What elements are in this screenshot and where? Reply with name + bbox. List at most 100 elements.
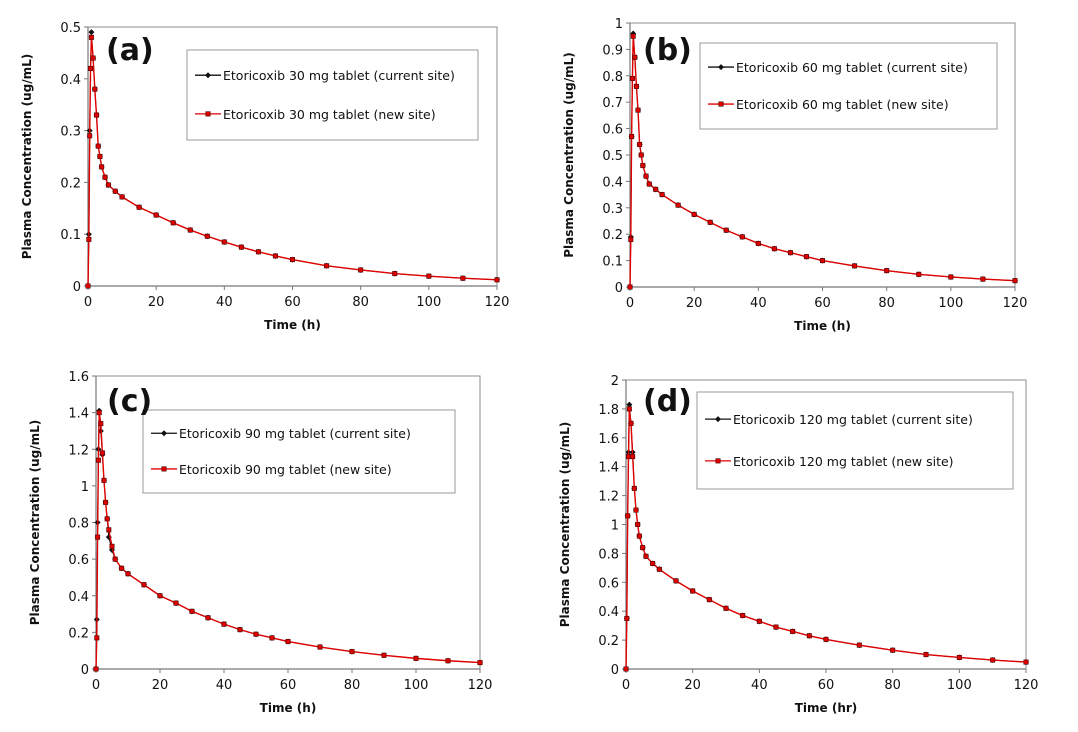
data-point (204, 233, 210, 239)
data-point (221, 239, 227, 245)
legend-marker (715, 416, 721, 423)
data-point (269, 635, 275, 641)
data-point (237, 627, 243, 633)
data-point (136, 204, 142, 210)
y-tick-label: 1.6 (598, 432, 619, 447)
legend: Etoricoxib 90 mg tablet (current site) Et… (142, 409, 456, 494)
legend-marker (718, 64, 724, 71)
data-point (633, 507, 639, 513)
y-tick-label: 0.3 (60, 125, 81, 140)
x-tick-label: 100 (938, 296, 963, 311)
y-axis-title: Plasma Concentration (ug/mL) (20, 54, 34, 260)
x-axis-title: Time (h) (794, 319, 851, 333)
data-point (852, 263, 858, 269)
y-tick-label: 0 (615, 281, 623, 296)
panel-label: (b) (643, 33, 692, 68)
y-tick-label: 0.5 (60, 21, 81, 36)
data-point (324, 263, 330, 269)
data-point (626, 401, 633, 408)
data-point (635, 107, 641, 113)
data-point (85, 283, 91, 289)
x-tick-label: 120 (1014, 678, 1039, 693)
data-point (87, 133, 93, 139)
data-point (653, 186, 659, 192)
legend-box (699, 42, 998, 130)
data-point (105, 182, 111, 188)
data-point (624, 615, 630, 621)
x-tick-label: 80 (878, 296, 895, 311)
data-point (426, 273, 432, 279)
legend: Etoricoxib 30 mg tablet (current site) Et… (186, 49, 479, 141)
data-point (691, 211, 697, 217)
data-point (638, 152, 644, 158)
data-point (630, 33, 636, 39)
data-point (157, 593, 163, 599)
chart-panel-c: 0 0.2 0.4 0.6 0.8 1 1.2 1.4 1.6 0 20 40 60 80 100 120 Ti… (28, 370, 492, 715)
series-new-site (627, 33, 1018, 290)
legend-marker (718, 101, 724, 107)
data-point (253, 631, 259, 637)
legend: Etoricoxib 60 mg tablet (current site) Et… (699, 42, 998, 130)
chart-panel-a: 0 0.1 0.2 0.3 0.4 0.5 0 20 40 60 80 100 120 Time (h) P… (20, 21, 509, 332)
data-point (740, 613, 746, 619)
data-point (101, 477, 107, 483)
data-point (205, 615, 211, 621)
x-tick-label: 60 (814, 296, 831, 311)
x-tick-label: 40 (216, 295, 233, 310)
data-point (739, 234, 745, 240)
y-tick-label: 0.5 (602, 149, 623, 164)
y-tick-label: 0.1 (602, 255, 623, 270)
chart-panel-d: 00.20.40.60.811.21.41.61.820 20 40 60 80 100 1… (558, 374, 1038, 715)
legend-label: Etoricoxib 30 mg tablet (current site) (223, 68, 455, 83)
data-point (413, 655, 419, 661)
data-point (650, 561, 656, 567)
data-point (884, 268, 890, 274)
y-tick-label: 0.6 (598, 576, 619, 591)
x-tick-label: 0 (622, 678, 630, 693)
y-tick-label: 0.4 (68, 590, 89, 605)
y-tick-label: 0.9 (602, 43, 623, 58)
series-new-site (93, 410, 483, 672)
chart-panel-b: 0 0.1 0.2 0.3 0.4 0.5 0.6 0.7 0.8 0.9 1 0 20 40 60 80 10… (562, 17, 1027, 333)
data-point (643, 553, 649, 559)
y-tick-label: 1 (615, 17, 623, 32)
data-point (96, 410, 102, 416)
x-tick-label: 20 (684, 678, 701, 693)
data-point (956, 654, 962, 660)
data-point (803, 254, 809, 260)
data-point (445, 658, 451, 664)
data-point (97, 154, 103, 160)
data-point (99, 450, 105, 456)
legend-box (696, 391, 1014, 490)
data-point (93, 666, 99, 672)
legend-marker (205, 111, 211, 117)
x-tick-label: 120 (485, 295, 510, 310)
data-point (272, 253, 278, 259)
data-point (285, 639, 291, 645)
data-point (95, 143, 101, 149)
data-point (723, 227, 729, 233)
y-tick-label: 0.2 (602, 228, 623, 243)
data-point (104, 516, 110, 522)
x-tick-label: 60 (818, 678, 835, 693)
legend-label: Etoricoxib 60 mg tablet (new site) (736, 97, 949, 112)
data-point (626, 406, 632, 412)
y-tick-label: 0 (81, 663, 89, 678)
data-point (771, 246, 777, 252)
data-point (102, 174, 108, 180)
data-point (119, 194, 125, 200)
y-tick-label: 1 (81, 480, 89, 495)
legend-marker (205, 72, 211, 79)
legend-label: Etoricoxib 120 mg tablet (new site) (733, 454, 954, 469)
data-point (773, 624, 779, 630)
data-point (92, 86, 98, 92)
panel-label: (d) (643, 384, 692, 419)
y-tick-label: 1.6 (68, 370, 89, 385)
data-point (98, 421, 104, 427)
legend-label: Etoricoxib 30 mg tablet (new site) (223, 107, 436, 122)
y-tick-label: 1.2 (68, 443, 89, 458)
y-tick-label: 0.8 (598, 547, 619, 562)
y-tick-label: 0.6 (68, 553, 89, 568)
data-point (948, 274, 954, 280)
